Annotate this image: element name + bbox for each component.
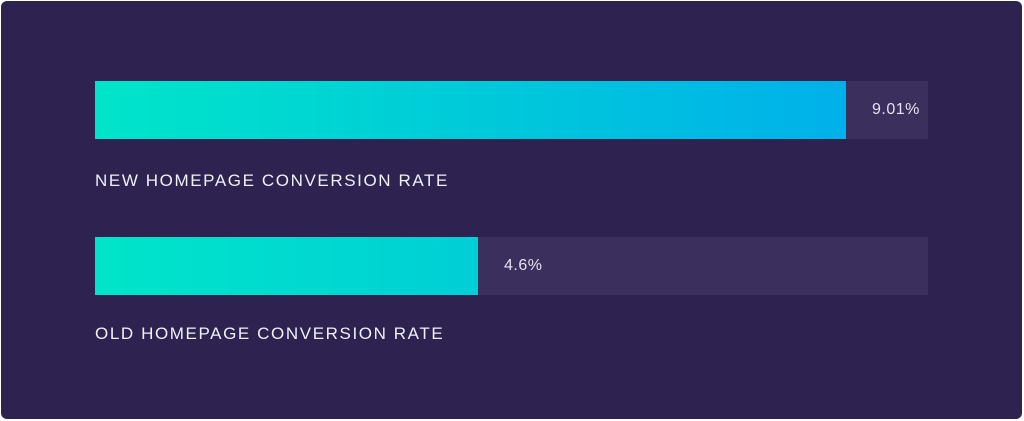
bar-track-old-homepage: 4.6% [95, 237, 928, 295]
value-label-new-homepage: 9.01% [872, 101, 920, 118]
category-label-old-homepage: OLD HOMEPAGE CONVERSION RATE [95, 324, 445, 343]
bar-track-new-homepage: 9.01% [95, 81, 928, 139]
category-label-new-homepage: NEW HOMEPAGE CONVERSION RATE [95, 171, 449, 190]
bar-new-homepage [95, 81, 846, 139]
value-label-old-homepage: 4.6% [504, 257, 543, 274]
bar-old-homepage [95, 237, 478, 295]
